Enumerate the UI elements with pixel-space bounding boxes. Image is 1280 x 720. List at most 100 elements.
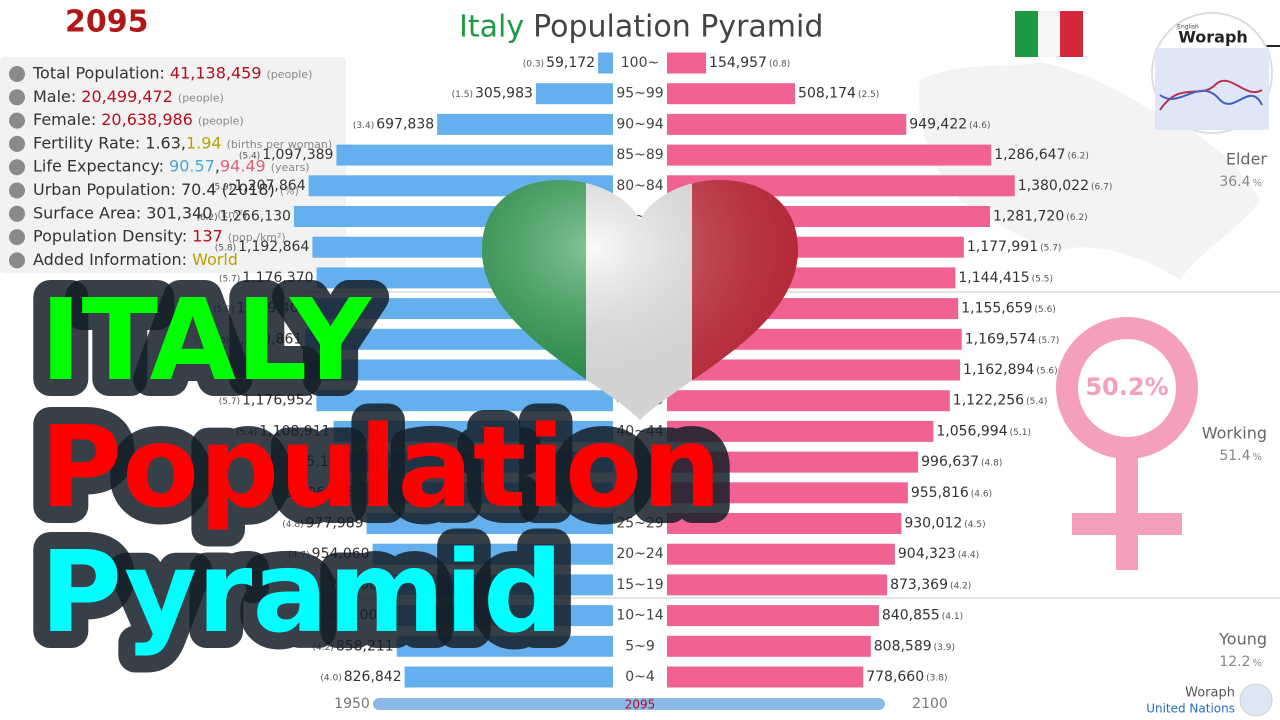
value-label: 949,422 — [909, 116, 967, 132]
stat-icon — [9, 205, 25, 222]
share-label: (4.7) — [288, 551, 309, 561]
stat-label: Fertility Rate: — [33, 133, 140, 152]
stats-panel: Total Population: 41,138,459 (people) Male:… — [0, 57, 346, 273]
share-label: (4.3) — [305, 612, 326, 622]
value-label: 904,323 — [898, 546, 956, 562]
stat-value: 20,638,986 — [101, 110, 193, 129]
female-bar — [667, 666, 864, 688]
age-label: 5~9 — [625, 638, 655, 654]
stat-value: 1.94 — [186, 133, 222, 152]
share-label: (4.5) — [964, 520, 985, 530]
share-label: (5.9) — [213, 305, 234, 315]
stat-unit: (pop./km²) — [228, 231, 286, 244]
share-label: (0.3) — [523, 60, 544, 70]
group-value: 36.4 — [1219, 174, 1250, 190]
age-label: 80~84 — [616, 178, 663, 194]
share-label: (4.9) — [262, 489, 283, 499]
share-label: (6.2) — [1066, 213, 1087, 223]
group-unit: % — [1252, 452, 1262, 463]
stat-value: 90.57 — [169, 157, 215, 176]
group-label: Working — [1202, 424, 1267, 443]
share-label: (5.7) — [219, 274, 240, 284]
value-label: 1,220,861 — [231, 331, 302, 347]
stat-label: Population Density: — [33, 227, 187, 246]
stat-value: 1.63 — [145, 133, 181, 152]
share-label: (4.1) — [942, 612, 963, 622]
stat-icon — [9, 66, 25, 82]
stat-icon — [9, 229, 25, 246]
value-label: 826,842 — [344, 669, 402, 685]
stat-label: Total Population: — [32, 64, 165, 83]
age-label: 20~24 — [616, 546, 663, 562]
group-value: 12.2 — [1219, 654, 1250, 670]
value-label: 697,838 — [376, 116, 434, 132]
value-label: 888,000 — [328, 608, 386, 624]
share-label: (5.7) — [1040, 244, 1061, 254]
share-label: (6.7) — [1091, 182, 1112, 192]
group-value: 51.4 — [1219, 448, 1250, 464]
stat-value: 137 — [192, 227, 223, 246]
value-label: 778,660 — [866, 669, 924, 685]
share-label: (2.5) — [858, 90, 879, 100]
stat-unit: (births per woman) — [227, 138, 333, 151]
age-label: 30~34 — [616, 485, 663, 501]
italy-flag — [1015, 11, 1083, 57]
value-label: 1,006,996 — [285, 485, 356, 501]
stat-label: Female: — [33, 110, 96, 129]
value-label: 1,045,100 — [275, 454, 346, 470]
value-label: 1,169,574 — [965, 331, 1036, 347]
value-label: 1,155,659 — [961, 301, 1032, 317]
male-bar — [437, 113, 613, 135]
value-label: 1,097,389 — [262, 147, 333, 163]
logo — [1151, 12, 1273, 134]
stat-unit: (%) — [280, 185, 299, 198]
stat-value: 94.49 — [220, 157, 266, 176]
timeline — [373, 683, 1273, 717]
female-bar — [667, 543, 895, 565]
stat-unit: (people) — [198, 115, 244, 128]
share-label: (1.5) — [452, 90, 473, 100]
timeline-end: 2100 — [912, 696, 948, 712]
age-label: 25~29 — [616, 516, 663, 532]
value-label: 920,000 — [320, 577, 378, 593]
male-bar — [333, 420, 613, 442]
male-bar — [359, 482, 613, 504]
value-label: 1,192,864 — [238, 239, 309, 255]
share-label: (5.4) — [239, 152, 260, 162]
female-symbol — [1056, 317, 1198, 570]
value-label: 955,816 — [911, 485, 969, 501]
share-label: (5.9) — [211, 182, 232, 192]
stat-icon — [9, 252, 25, 269]
value-label: 1,108,911 — [259, 423, 330, 439]
female-bar — [667, 574, 888, 596]
female-bar — [667, 83, 796, 105]
share-label: (5.8) — [215, 244, 236, 254]
value-label: 508,174 — [798, 86, 856, 102]
value-label: 1,162,894 — [963, 362, 1034, 378]
female-bar — [667, 113, 907, 135]
share-label: (6.2) — [1068, 152, 1089, 162]
chart-title: Population Pyramid — [533, 10, 823, 45]
stat-value: 41,138,459 — [170, 64, 262, 83]
share-label: (6.2) — [196, 213, 217, 223]
stat-value: 301,340 — [146, 203, 212, 222]
male-bar — [316, 390, 613, 412]
value-label: 996,637 — [921, 454, 979, 470]
group-unit: % — [1252, 658, 1262, 669]
female-bar — [667, 52, 707, 74]
share-label: (5.6) — [1036, 367, 1057, 377]
value-label: 154,957 — [709, 55, 767, 71]
group-unit: % — [1252, 178, 1262, 189]
share-label: (4.0) — [320, 674, 341, 684]
male-bar — [389, 605, 613, 627]
stat-icon — [9, 135, 25, 152]
value-label: 1,199,400 — [236, 301, 307, 317]
stat-value: 20,499,472 — [81, 87, 173, 106]
male-bar — [366, 513, 613, 534]
value-label: 1,207,718 — [234, 362, 305, 378]
value-label: 858,211 — [336, 638, 394, 654]
male-bar — [598, 52, 613, 74]
share-label: (4.6) — [969, 121, 990, 131]
stat-label: Surface Area: — [33, 203, 141, 222]
